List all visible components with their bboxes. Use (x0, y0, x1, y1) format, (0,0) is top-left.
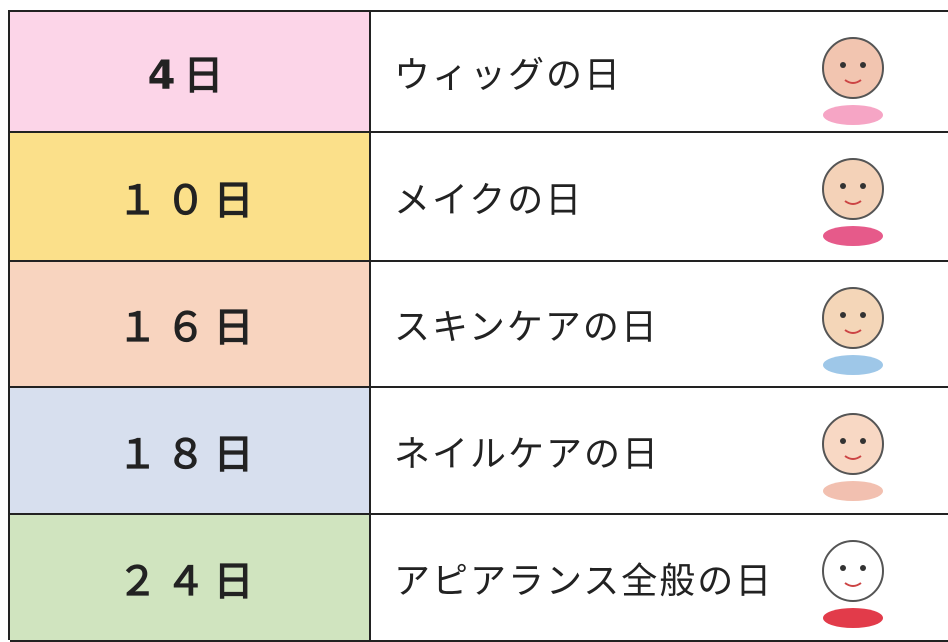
event-label: ネイルケアの日 (394, 433, 661, 475)
day-cell: １８日 (10, 388, 371, 513)
table-row: 4日 ウィッグの日 (10, 12, 948, 133)
illustration (822, 37, 884, 125)
event-label: メイクの日 (394, 179, 584, 221)
day-cell: 4日 (10, 12, 371, 131)
table-row: ２４日 アピアランス全般の日 (10, 515, 948, 642)
illustration (822, 413, 884, 501)
event-label: ウィッグの日 (394, 54, 623, 96)
illustration (822, 540, 884, 628)
day-cell: １６日 (10, 262, 371, 386)
day-cell: １０日 (10, 133, 371, 260)
illustration (822, 287, 884, 375)
event-label: スキンケアの日 (394, 307, 659, 348)
event-label: アピアランス全般の日 (394, 560, 774, 602)
table-row: １６日 スキンケアの日 (10, 262, 948, 388)
table: 4日 ウィッグの日 １０日 メイクの日 １６日 スキンケアの日 １８日 ネイルケアの日 ２４日ア… (8, 10, 948, 642)
table-row: １８日 ネイルケアの日 (10, 388, 948, 515)
day-cell: ２４日 (10, 515, 371, 640)
table-row: １０日 メイクの日 (10, 133, 948, 262)
illustration (822, 158, 884, 246)
